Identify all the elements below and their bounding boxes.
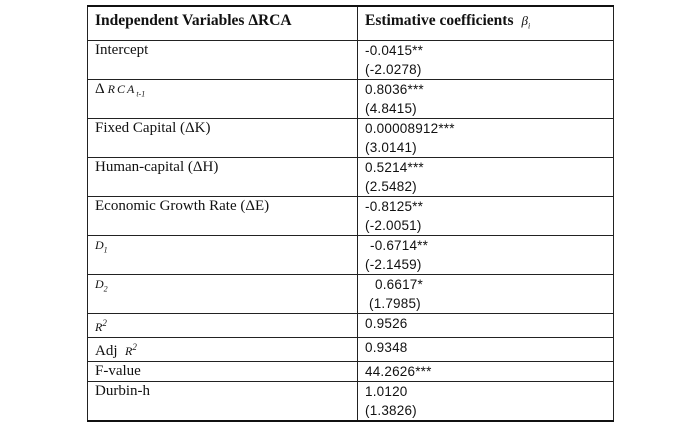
var-human-capital: Human-capital (ΔH) [87,156,358,197]
var-durbin-h: Durbin-h [87,380,358,422]
coef-value: 0.8036*** [365,81,424,97]
table-row: D2 0.6617* (1.7985) [87,273,614,314]
table-row: Adj R2 0.9348 [87,336,614,362]
var-r-squared: R2 [87,312,358,338]
table-row: F-value 44.2626*** [87,360,614,382]
coef-value: -0.8125** [365,198,424,214]
coef-value: 0.9526 [357,312,614,338]
header-coefficients-label: Estimative coefficients [365,12,514,29]
header-estimative-coefficients: Estimative coefficients βi [357,5,614,41]
regression-results-table: Independent Variables ΔRCA Estimative co… [87,5,614,422]
var-fixed-capital: Fixed Capital (ΔK) [87,117,358,158]
coef-cell: 1.0120 (1.3826) [357,380,614,422]
coef-cell: 0.5214*** (2.5482) [357,156,614,197]
table-row: R2 0.9526 [87,312,614,338]
var-dummy-2: D2 [87,273,358,314]
coef-cell: -0.8125** (-2.0051) [357,195,614,236]
coef-cell: -0.6714** (-2.1459) [357,234,614,275]
var-economic-growth-rate: Economic Growth Rate (ΔE) [87,195,358,236]
coef-value: -0.0415** [365,42,424,58]
coef-value: -0.6714** [370,237,429,253]
coef-value: 0.9348 [357,336,614,362]
coef-value: 0.5214*** [365,159,424,175]
coef-cell: 0.6617* (1.7985) [357,273,614,314]
table-row: Human-capital (ΔH) 0.5214*** (2.5482) [87,156,614,197]
t-statistic: (-2.0278) [365,61,422,77]
t-statistic: (1.7985) [369,295,421,311]
var-intercept: Intercept [87,39,358,80]
beta-symbol: βi [521,13,531,31]
table-row: Economic Growth Rate (ΔE) -0.8125** (-2.… [87,195,614,236]
t-statistic: (4.8415) [365,100,417,116]
coef-cell: 0.8036*** (4.8415) [357,78,614,119]
var-adj-r-squared: Adj R2 [87,336,358,362]
table-header-row: Independent Variables ΔRCA Estimative co… [87,5,614,41]
table-row: D1 -0.6714** (-2.1459) [87,234,614,275]
coef-cell: -0.0415** (-2.0278) [357,39,614,80]
header-independent-variables: Independent Variables ΔRCA [87,5,358,41]
t-statistic: (-2.0051) [365,217,422,233]
table-row: Δ RCAt-1 0.8036*** (4.8415) [87,78,614,119]
table-row: Durbin-h 1.0120 (1.3826) [87,380,614,422]
var-f-value: F-value [87,360,358,382]
t-statistic: (2.5482) [365,178,417,194]
coef-value: 44.2626*** [357,360,614,382]
t-statistic: (3.0141) [365,139,417,155]
rca-symbol: RCAt-1 [107,81,146,98]
t-statistic: (-2.1459) [365,256,422,272]
table-row: Intercept -0.0415** (-2.0278) [87,39,614,80]
coef-value: 1.0120 [365,383,408,399]
coef-value: 0.6617* [375,276,423,292]
table-row: Fixed Capital (ΔK) 0.00008912*** (3.0141… [87,117,614,158]
coef-value: 0.00008912*** [365,120,455,136]
var-lagged-rca: Δ RCAt-1 [87,78,358,119]
var-dummy-1: D1 [87,234,358,275]
t-statistic: (1.3826) [365,402,417,418]
coef-cell: 0.00008912*** (3.0141) [357,117,614,158]
